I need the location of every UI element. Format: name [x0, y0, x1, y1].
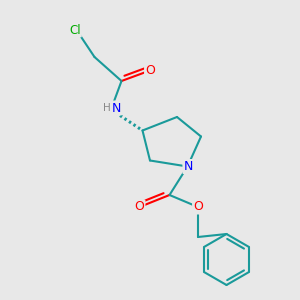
Text: H: H: [103, 103, 110, 113]
Text: Cl: Cl: [69, 23, 81, 37]
Text: N: N: [112, 101, 121, 115]
Text: O: O: [135, 200, 144, 214]
Text: O: O: [145, 64, 155, 77]
Text: O: O: [193, 200, 203, 214]
Text: N: N: [183, 160, 193, 173]
